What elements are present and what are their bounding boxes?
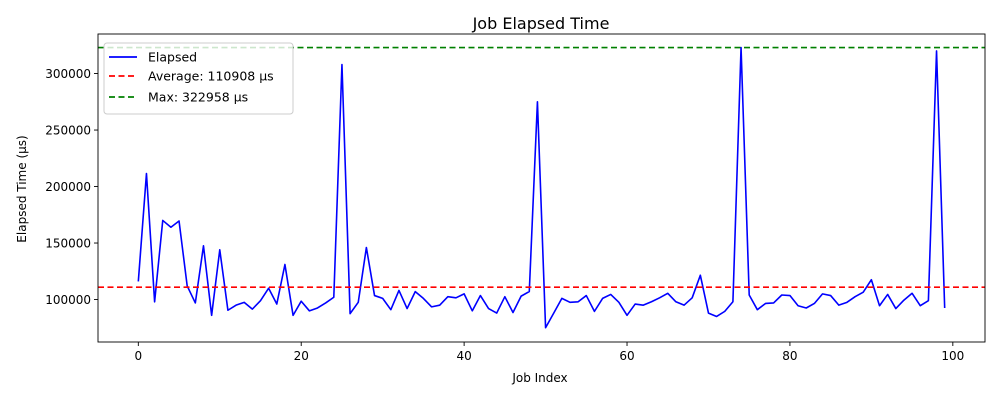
x-tick-label: 100 xyxy=(941,349,964,363)
chart-title: Job Elapsed Time xyxy=(472,14,610,33)
plot-frame xyxy=(97,33,986,343)
x-tick-label: 80 xyxy=(782,349,797,363)
series-line-elapsed xyxy=(137,46,946,329)
x-tick-label: 40 xyxy=(456,349,471,363)
y-axis: 100000 150000 200000 250000 300000 xyxy=(45,67,98,307)
y-tick-label: 100000 xyxy=(45,293,91,307)
x-tick-label: 20 xyxy=(294,349,309,363)
x-tick-label: 0 xyxy=(134,349,142,363)
y-tick-label: 150000 xyxy=(45,237,91,251)
y-tick-label: 300000 xyxy=(45,67,91,81)
x-axis: 0 20 40 60 80 100 xyxy=(134,342,964,363)
legend-box xyxy=(103,42,294,115)
x-axis-label: Job Index xyxy=(511,371,567,385)
legend: Elapsed Average: 110908 µs Max: 322958 µ… xyxy=(103,42,294,115)
legend-label-average: Average: 110908 µs xyxy=(148,69,274,84)
legend-label-elapsed: Elapsed xyxy=(148,50,197,65)
legend-label-max: Max: 322958 µs xyxy=(148,90,248,105)
y-axis-label: Elapsed Time (µs) xyxy=(15,135,29,242)
x-tick-label: 60 xyxy=(619,349,634,363)
y-tick-label: 250000 xyxy=(45,124,91,138)
y-tick-label: 200000 xyxy=(45,180,91,194)
